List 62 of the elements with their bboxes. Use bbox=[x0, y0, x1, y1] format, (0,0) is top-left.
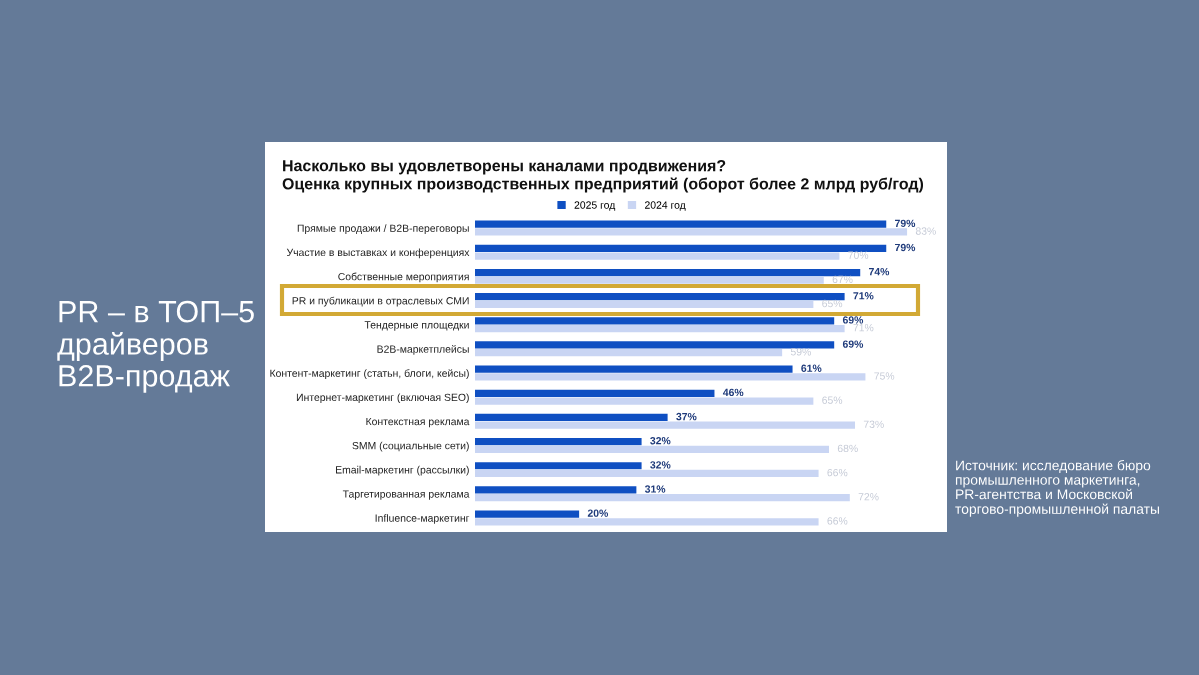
data-label: 68% bbox=[837, 444, 858, 453]
bar bbox=[475, 494, 850, 502]
chart-title: Насколько вы удовлетворены каналами продвижения? bbox=[283, 159, 726, 175]
data-label: 31% bbox=[644, 485, 666, 493]
y-tick-label: Email-маркетинг (рассылки) bbox=[336, 465, 469, 476]
bar bbox=[475, 373, 866, 381]
bar bbox=[475, 324, 845, 333]
data-label: 74% bbox=[869, 267, 890, 276]
y-tick-label: Контент-маркетинг (статьн, блоги, кейсы) bbox=[270, 369, 469, 380]
bar bbox=[475, 349, 783, 357]
bar bbox=[475, 293, 845, 301]
data-label: 72% bbox=[858, 493, 879, 501]
data-label: 69% bbox=[842, 316, 864, 324]
chart-subtitle: Оценка крупных производственных предприятий (оборот более 2 млрд руб/год) bbox=[282, 177, 924, 193]
bar bbox=[475, 228, 908, 236]
data-label: 61% bbox=[801, 364, 822, 372]
y-tick-label: Таргетированная реклама bbox=[342, 490, 470, 500]
bar bbox=[475, 445, 829, 453]
data-label: 37% bbox=[676, 412, 697, 421]
y-tick-label: Собственные мероприятия bbox=[338, 272, 469, 283]
bar bbox=[475, 437, 642, 446]
y-tick-label: SMM (социальные сети) bbox=[352, 441, 469, 452]
y-tick-label: Тендерные площедки bbox=[364, 321, 469, 331]
y-tick-label: Прямые продажи / B2B-переговоры bbox=[297, 224, 469, 235]
bar bbox=[475, 462, 642, 470]
bar bbox=[475, 276, 824, 284]
bar bbox=[475, 486, 637, 494]
bar bbox=[475, 518, 819, 526]
bar bbox=[475, 510, 580, 518]
data-label: 20% bbox=[587, 509, 609, 517]
y-tick-label: B2B-маркетплейсы bbox=[377, 344, 469, 355]
bar bbox=[475, 252, 840, 260]
text: Источник: исследование бюро промышленного маркетинга, PR-агентства и Московской торгово-промышленной палаты bbox=[955, 460, 1159, 517]
legend-label: 2025 год bbox=[574, 201, 616, 211]
bar bbox=[475, 244, 887, 252]
data-label: 46% bbox=[722, 388, 744, 397]
y-tick-label: PR и публикации в отраслевых СМИ bbox=[292, 296, 469, 307]
bar bbox=[475, 421, 856, 429]
data-label: 70% bbox=[848, 251, 869, 259]
y-tick-label: Influence-маркетинг bbox=[375, 514, 470, 524]
data-label: 79% bbox=[895, 219, 916, 228]
data-label: 32% bbox=[650, 437, 671, 445]
data-label: 69% bbox=[842, 340, 864, 348]
data-label: 79% bbox=[895, 243, 916, 252]
bar bbox=[475, 317, 835, 325]
y-tick-label: Интернет-маркетинг (включая SEO) bbox=[296, 393, 469, 404]
bar bbox=[475, 397, 814, 405]
y-tick-label: Контекстная реклама bbox=[366, 417, 470, 428]
data-label: 83% bbox=[915, 227, 936, 235]
bar bbox=[475, 220, 887, 228]
text: PR – в ТОП–5 драйверов B2B-продаж bbox=[57, 300, 254, 393]
bar bbox=[475, 389, 715, 397]
y-tick-label: Участие в выставках и конференциях bbox=[286, 248, 470, 259]
bar bbox=[475, 469, 819, 478]
data-label: 71% bbox=[853, 292, 874, 300]
bar bbox=[475, 413, 668, 422]
bar bbox=[475, 300, 814, 309]
bar bbox=[475, 341, 835, 349]
data-label: 32% bbox=[650, 461, 671, 469]
bar bbox=[475, 365, 793, 373]
bar bbox=[475, 268, 861, 277]
legend-label: 2024 год bbox=[645, 201, 686, 211]
